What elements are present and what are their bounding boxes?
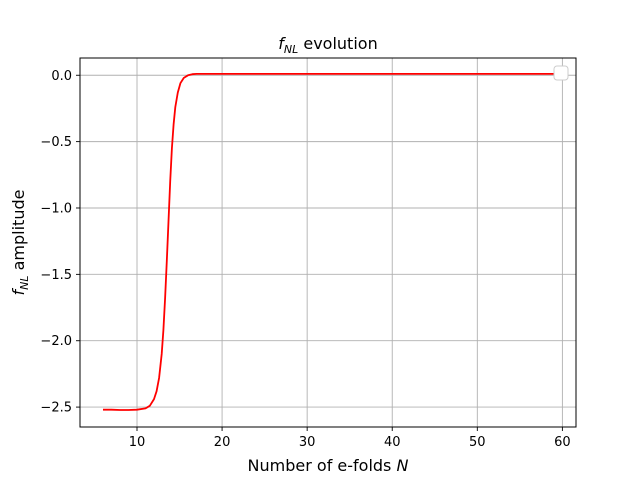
x-tick-label: 40 [384,435,401,450]
series-layer [103,73,563,411]
x-axis-label: Number of e-folds N [248,456,409,475]
y-tick-label: −2.5 [40,401,72,416]
y-tick-label: −2.0 [40,334,72,349]
chart-title-rest: evolution [298,34,377,53]
y-tick-label: −0.5 [40,135,72,150]
y-axis-label: fNL amplitude [9,190,31,296]
x-tick-label: 60 [554,435,571,450]
legend [553,65,569,81]
grid [80,58,576,427]
y-tick-label: −1.5 [40,268,72,283]
x-axis-label-var: N [396,456,408,475]
plot-area [79,57,577,428]
chart-title-main: f [278,34,286,53]
y-axis-label-rest: amplitude [9,190,28,276]
x-tick-label: 20 [214,435,231,450]
ticks: 10 20 30 40 50 60 0.0 −0.5 −1.0 −1.5 −2.0 −2.5 [40,69,570,450]
x-tick-label: 50 [469,435,486,450]
x-axis-label-main: Number of e-folds [248,456,397,475]
x-tick-label: 30 [299,435,316,450]
chart-title-sub: NL [284,43,298,56]
y-axis-label-sub: NL [18,275,31,289]
series-line [103,73,563,411]
chart-title: fNL evolution [278,34,377,56]
x-tick-label: 10 [129,435,146,450]
y-tick-label: 0.0 [51,69,72,84]
y-tick-label: −1.0 [40,201,72,216]
y-axis-label-main: f [9,287,28,295]
